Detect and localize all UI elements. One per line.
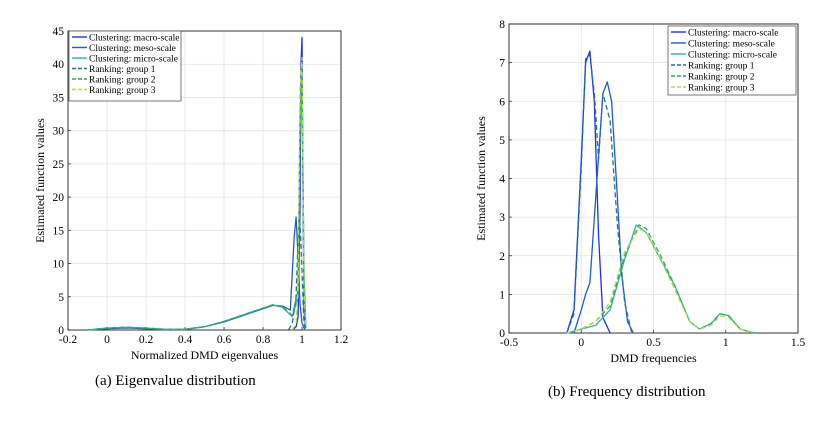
y-tick-label: 0 (58, 325, 64, 337)
legend-box (68, 30, 182, 102)
x-tick-label: 0.8 (256, 334, 271, 346)
y-tick-label: 45 (53, 26, 65, 38)
legend-entry: Ranking: group 3 (89, 86, 156, 96)
legend-entry: Clustering: meso-scale (89, 44, 176, 54)
legend-entry: Clustering: micro-scale (89, 55, 178, 65)
legend-entry: Ranking: group 2 (688, 73, 755, 83)
legend-entry: Clustering: meso-scale (688, 40, 775, 50)
y-tick-label: 5 (58, 292, 64, 304)
legend-entry: Ranking: group 1 (688, 62, 755, 72)
series-line-4 (287, 223, 307, 331)
legend-entry: Clustering: macro-scale (688, 29, 778, 39)
legend-box (667, 25, 797, 96)
x-tick-label: 0.5 (646, 337, 661, 349)
x-tick-label: 0.6 (217, 334, 232, 346)
y-tick-label: 40 (53, 59, 65, 71)
x-axis-label: Normalized DMD eigenvalues (131, 348, 279, 362)
x-axis-label: DMD frequencies (610, 351, 697, 365)
caption-eigenvalue-distribution: (a) Eigenvalue distribution (95, 373, 256, 389)
series-line-6 (291, 56, 307, 331)
x-tick-label: 0 (578, 337, 584, 349)
y-axis-label: Estimated function values (33, 118, 47, 243)
x-tick-label: -0.2 (59, 334, 77, 346)
chart-eigenvalue-distribution: -0.2 0 0.2 0.4 0.6 0.8 1 1.2051015202530354045N… (33, 26, 348, 362)
x-tick-label: 1.2 (334, 334, 349, 346)
y-tick-label: 6 (499, 96, 505, 108)
y-tick-label: 20 (53, 192, 65, 204)
y-tick-label: 30 (53, 126, 65, 138)
x-tick-label: -0.5 (500, 337, 518, 349)
x-tick-label: 1 (299, 334, 305, 346)
series-line-5 (566, 224, 755, 334)
legend-entry: Clustering: micro-scale (688, 51, 777, 61)
y-tick-label: 5 (499, 135, 505, 147)
legend-entry: Ranking: group 3 (688, 84, 755, 94)
x-tick-label: 0 (104, 334, 110, 346)
series-line-4 (566, 54, 633, 334)
x-tick-label: 1.5 (791, 337, 806, 349)
x-tick-label: 1 (723, 337, 729, 349)
y-tick-label: 8 (499, 19, 505, 31)
y-tick-label: 10 (53, 259, 65, 271)
y-tick-label: 7 (499, 58, 505, 70)
legend-entry: Ranking: group 1 (89, 65, 156, 75)
x-tick-label: 0.2 (139, 334, 154, 346)
y-tick-label: 0 (499, 328, 505, 340)
y-tick-label: 15 (53, 225, 65, 237)
plot-frame (67, 30, 342, 331)
series-line-5 (87, 63, 307, 331)
y-tick-label: 25 (53, 159, 65, 171)
y-tick-label: 4 (499, 174, 505, 186)
legend-entry: Ranking: group 2 (89, 76, 156, 86)
caption-frequency-distribution: (b) Frequency distribution (548, 384, 706, 400)
y-axis-label: Estimated function values (474, 116, 488, 241)
legend-entry: Clustering: macro-scale (89, 34, 179, 44)
y-tick-label: 2 (499, 251, 505, 263)
x-tick-label: 0.4 (178, 334, 193, 346)
y-tick-label: 1 (499, 289, 505, 301)
plot-frame (508, 23, 799, 334)
series-line-6 (566, 228, 755, 334)
y-tick-label: 3 (499, 212, 505, 224)
y-tick-label: 35 (53, 92, 65, 104)
